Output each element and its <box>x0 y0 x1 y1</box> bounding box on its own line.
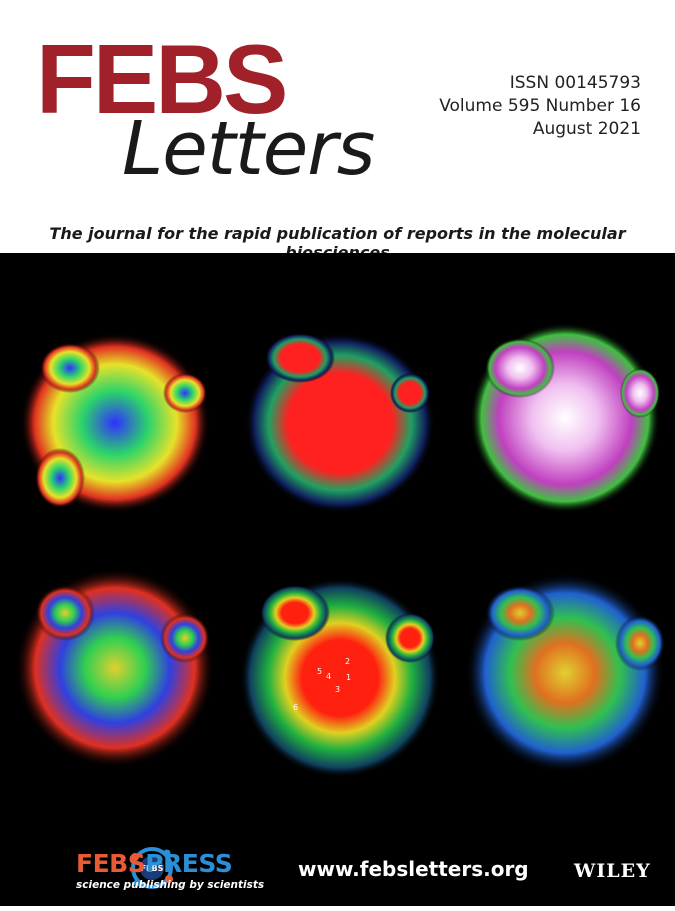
febs-press-name: FEBSPRESS <box>76 849 233 878</box>
region-label: 4 <box>326 672 332 681</box>
volume-number: Volume 595 Number 16 <box>439 96 641 116</box>
microscopy-panels <box>15 323 665 778</box>
panel-top-middle <box>245 333 435 513</box>
panel-bottom-left <box>15 568 215 768</box>
journal-url: www.febsletters.org <box>298 857 529 881</box>
issue-date: August 2021 <box>532 119 641 139</box>
panel-top-right <box>470 323 660 513</box>
region-label: 5 <box>317 667 323 676</box>
region-label: 1 <box>346 673 352 682</box>
issn: ISSN 00145793 <box>509 73 641 93</box>
wiley-logo: WILEY <box>574 860 651 882</box>
febs-press-tagline: science publishing by scientists <box>76 879 265 891</box>
panel-bottom-middle <box>240 578 440 778</box>
cover-image: 2 1 3 4 5 6 <box>0 253 675 906</box>
panel-top-left <box>20 333 210 513</box>
masthead: FEBS Letters ISSN 00145793 Volume 595 Nu… <box>0 0 675 262</box>
region-label: 3 <box>335 685 341 694</box>
journal-title-letters: Letters <box>122 106 375 192</box>
febs-press-logo-icon: FEBS <box>131 847 173 889</box>
issue-info: ISSN 00145793 Volume 595 Number 16 Augus… <box>439 72 641 141</box>
region-label: 2 <box>345 657 351 666</box>
febs-badge-text: FEBS <box>141 864 164 873</box>
region-label: 6 <box>293 703 299 712</box>
journal-title-febs: FEBS <box>36 24 288 134</box>
panel-bottom-right <box>465 573 665 773</box>
